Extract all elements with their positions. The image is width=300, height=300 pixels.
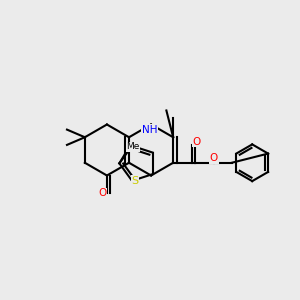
- Text: Me: Me: [126, 142, 140, 151]
- Text: O: O: [192, 137, 200, 147]
- Text: O: O: [98, 188, 106, 198]
- Text: O: O: [210, 153, 218, 163]
- Text: S: S: [131, 176, 139, 186]
- Text: NH: NH: [142, 125, 157, 135]
